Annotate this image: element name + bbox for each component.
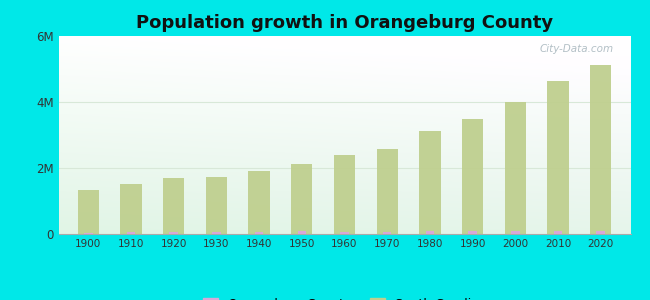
Bar xyxy=(334,155,355,234)
Bar xyxy=(426,231,434,234)
Bar xyxy=(511,231,519,234)
Bar xyxy=(468,231,477,234)
Bar xyxy=(340,232,349,234)
Bar xyxy=(78,190,99,234)
Title: Population growth in Orangeburg County: Population growth in Orangeburg County xyxy=(136,14,553,32)
Bar xyxy=(419,131,441,234)
Bar xyxy=(554,231,562,234)
Bar xyxy=(127,232,135,234)
Bar xyxy=(547,81,569,234)
Bar xyxy=(248,171,270,234)
Bar xyxy=(163,178,185,234)
Legend: Orangeburg County, South Carolina: Orangeburg County, South Carolina xyxy=(203,298,486,300)
Bar xyxy=(298,231,306,234)
Text: City-Data.com: City-Data.com xyxy=(540,44,614,54)
Bar xyxy=(206,177,227,234)
Bar xyxy=(596,231,605,234)
Bar xyxy=(291,164,313,234)
Bar xyxy=(170,232,178,234)
Bar xyxy=(120,184,142,234)
Bar xyxy=(376,148,398,234)
Bar xyxy=(383,232,391,234)
Bar xyxy=(504,102,526,234)
Bar xyxy=(84,233,93,234)
Bar xyxy=(462,119,483,234)
Bar xyxy=(590,65,611,234)
Bar xyxy=(212,232,221,234)
Bar xyxy=(255,232,263,234)
